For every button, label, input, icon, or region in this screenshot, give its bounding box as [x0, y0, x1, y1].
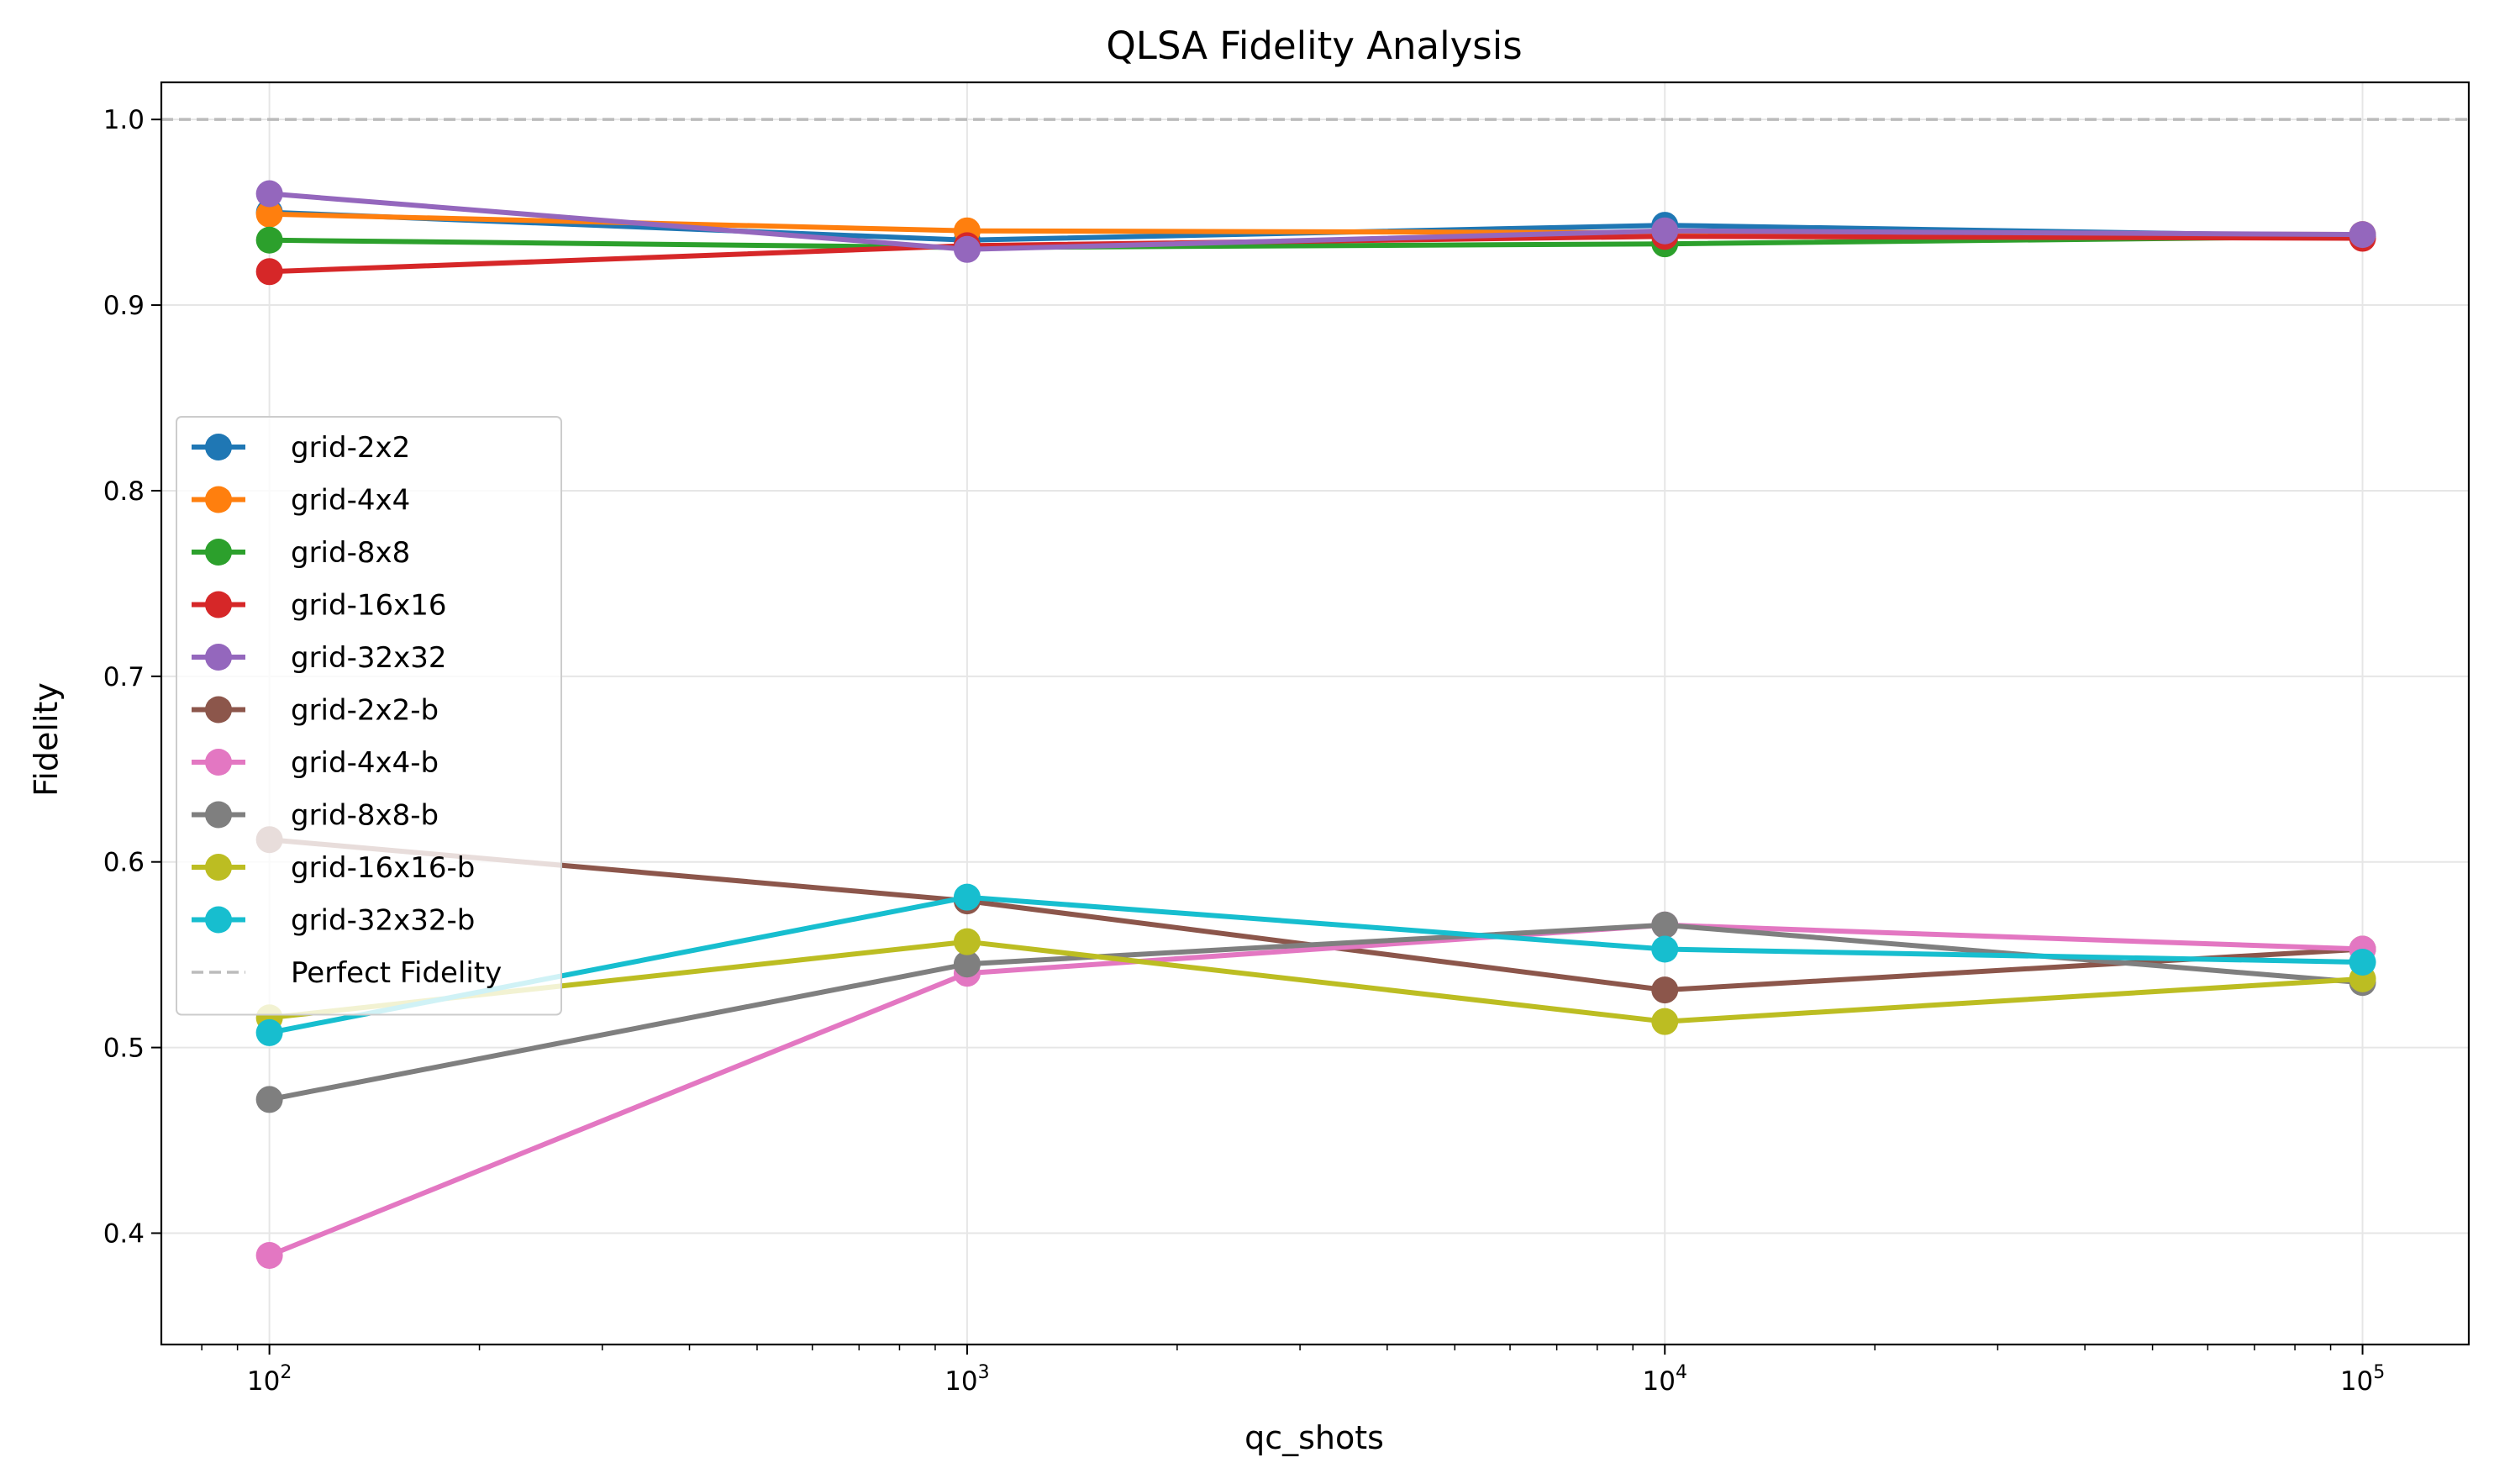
legend-label: grid-2x2-b — [291, 694, 439, 728]
legend-entry: grid-4x4-b — [192, 746, 439, 780]
plot-frame — [160, 81, 2470, 1346]
x-tick-exponent: 2 — [280, 1362, 292, 1383]
legend-entry: grid-32x32 — [192, 641, 447, 675]
legend-label: grid-32x32-b — [291, 904, 475, 938]
legend-label: grid-4x4-b — [291, 746, 439, 780]
legend-label: grid-8x8 — [291, 536, 410, 570]
x-tick-label: 103 — [944, 1362, 989, 1397]
y-tick-label: 1.0 — [103, 105, 145, 135]
data-point — [953, 883, 981, 911]
legend-marker — [205, 696, 232, 724]
series-line — [268, 922, 2363, 1258]
x-tick-exponent: 5 — [2373, 1362, 2385, 1383]
legend-entry: grid-4x4 — [192, 484, 410, 518]
legend-entry: grid-2x2-b — [192, 694, 439, 728]
data-point — [953, 235, 981, 263]
data-point — [953, 928, 981, 955]
x-tick-label: 102 — [247, 1362, 292, 1397]
series-grid-32x32 — [255, 180, 2376, 263]
y-tick-label: 0.5 — [103, 1034, 145, 1064]
x-tick-exponent: 4 — [1676, 1362, 1687, 1383]
x-tick-exponent: 3 — [978, 1362, 990, 1383]
series-line — [269, 894, 2363, 1035]
x-axis-title: qc_shots — [1244, 1419, 1384, 1456]
y-axis-title: Fidelity — [28, 682, 65, 797]
legend-marker — [205, 644, 232, 671]
legend-label: grid-8x8-b — [291, 799, 439, 833]
y-tick-label: 0.8 — [103, 476, 145, 507]
data-point — [2349, 221, 2376, 249]
legend-marker — [205, 801, 232, 829]
series-line — [269, 234, 2363, 250]
legend-marker — [205, 854, 232, 881]
data-point — [255, 226, 283, 254]
legend-marker — [205, 906, 232, 934]
y-tick-label: 0.6 — [103, 848, 145, 878]
x-tick-label: 104 — [1643, 1362, 1687, 1397]
data-point — [1651, 1008, 1679, 1035]
data-point — [953, 950, 981, 978]
data-point — [255, 1018, 283, 1046]
series-line — [269, 939, 2363, 1024]
legend-label: grid-16x16-b — [291, 851, 475, 885]
legend-label: grid-2x2 — [291, 431, 410, 465]
series-line — [269, 191, 2363, 252]
legend-entry: grid-8x8 — [192, 536, 410, 570]
x-tick-base: 10 — [2340, 1366, 2373, 1397]
data-point — [255, 1086, 283, 1113]
data-point — [255, 1241, 283, 1269]
legend-entry: grid-2x2 — [192, 431, 410, 465]
legend-entry: grid-16x16-b — [192, 851, 475, 885]
chart-title: QLSA Fidelity Analysis — [1106, 24, 1522, 68]
legend: grid-2x2 grid-4x4 grid-8x8 grid-16x16 grid-3… — [176, 416, 562, 1016]
x-tick-base: 10 — [944, 1366, 977, 1397]
series-layer — [255, 180, 2376, 1269]
data-point — [1651, 976, 1679, 1004]
legend-marker — [205, 749, 232, 776]
x-tick-label: 105 — [2340, 1362, 2385, 1397]
data-point — [255, 180, 283, 208]
data-point — [2349, 948, 2376, 976]
x-tick-base: 10 — [247, 1366, 280, 1397]
legend-marker — [205, 486, 232, 513]
series-grid-32x32-b — [255, 883, 2376, 1046]
legend-label: grid-16x16 — [291, 589, 447, 623]
y-tick-label: 0.4 — [103, 1218, 145, 1249]
x-tick-base: 10 — [1643, 1366, 1676, 1397]
data-point — [255, 200, 283, 228]
legend-entry: grid-8x8-b — [192, 799, 439, 833]
legend-marker — [205, 591, 232, 618]
legend-entry: Perfect Fidelity — [192, 956, 502, 990]
data-point — [1651, 217, 1679, 245]
data-point — [255, 258, 283, 286]
legend-label: grid-32x32 — [291, 641, 447, 675]
legend-label: Perfect Fidelity — [291, 956, 502, 990]
y-tick-label: 0.9 — [103, 291, 145, 321]
legend-marker — [205, 434, 232, 460]
data-point — [1651, 911, 1679, 939]
legend-entry: grid-16x16 — [192, 589, 447, 623]
legend-marker — [205, 539, 232, 566]
data-point — [1651, 935, 1679, 963]
legend-box — [176, 416, 562, 1016]
legend-entry: grid-32x32-b — [192, 904, 475, 938]
y-tick-label: 0.7 — [103, 662, 145, 692]
legend-label: grid-4x4 — [291, 484, 410, 518]
